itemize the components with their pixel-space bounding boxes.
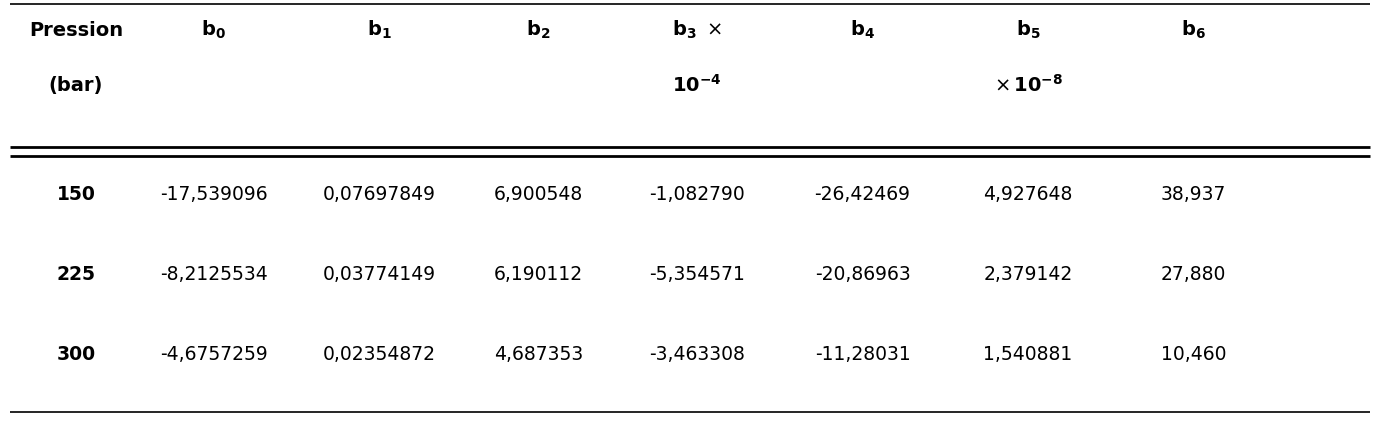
Text: 27,880: 27,880 <box>1161 265 1227 284</box>
Text: -5,354571: -5,354571 <box>649 265 745 284</box>
Text: 150: 150 <box>57 186 95 205</box>
Text: -26,42469: -26,42469 <box>814 186 911 205</box>
Text: Pression: Pression <box>29 21 123 40</box>
Text: $\mathbf{b_1}$: $\mathbf{b_1}$ <box>367 19 392 41</box>
Text: 10,460: 10,460 <box>1161 346 1227 365</box>
Text: 4,687353: 4,687353 <box>494 346 582 365</box>
Text: -17,539096: -17,539096 <box>160 186 268 205</box>
Text: -1,082790: -1,082790 <box>649 186 745 205</box>
Text: $\mathbf{b_5}$: $\mathbf{b_5}$ <box>1016 19 1041 41</box>
Text: (bar): (bar) <box>48 76 104 95</box>
Text: $\mathbf{b_2}$: $\mathbf{b_2}$ <box>526 19 551 41</box>
Text: -11,28031: -11,28031 <box>814 346 911 365</box>
Text: 0,03774149: 0,03774149 <box>323 265 436 284</box>
Text: 0,07697849: 0,07697849 <box>323 186 436 205</box>
Text: 1,540881: 1,540881 <box>984 346 1072 365</box>
Text: -8,2125534: -8,2125534 <box>160 265 268 284</box>
Text: $\mathbf{b_0}$: $\mathbf{b_0}$ <box>201 19 226 41</box>
Text: 6,190112: 6,190112 <box>494 265 582 284</box>
Text: -20,86963: -20,86963 <box>814 265 911 284</box>
Text: 6,900548: 6,900548 <box>494 186 582 205</box>
Text: 4,927648: 4,927648 <box>984 186 1072 205</box>
Text: -4,6757259: -4,6757259 <box>160 346 268 365</box>
Text: 225: 225 <box>57 265 95 284</box>
Text: 2,379142: 2,379142 <box>984 265 1072 284</box>
Text: 300: 300 <box>57 346 95 365</box>
Text: $\mathbf{b_6}$: $\mathbf{b_6}$ <box>1181 19 1206 41</box>
Text: 38,937: 38,937 <box>1161 186 1227 205</box>
Text: $\mathbf{10^{-4}}$: $\mathbf{10^{-4}}$ <box>672 74 722 96</box>
Text: -3,463308: -3,463308 <box>649 346 745 365</box>
Text: $\times\,\mathbf{10^{-8}}$: $\times\,\mathbf{10^{-8}}$ <box>994 74 1063 96</box>
Text: $\mathbf{b_4}$: $\mathbf{b_4}$ <box>850 19 875 41</box>
Text: $\mathbf{b_3}\ \times$: $\mathbf{b_3}\ \times$ <box>672 19 722 41</box>
Text: 0,02354872: 0,02354872 <box>323 346 436 365</box>
